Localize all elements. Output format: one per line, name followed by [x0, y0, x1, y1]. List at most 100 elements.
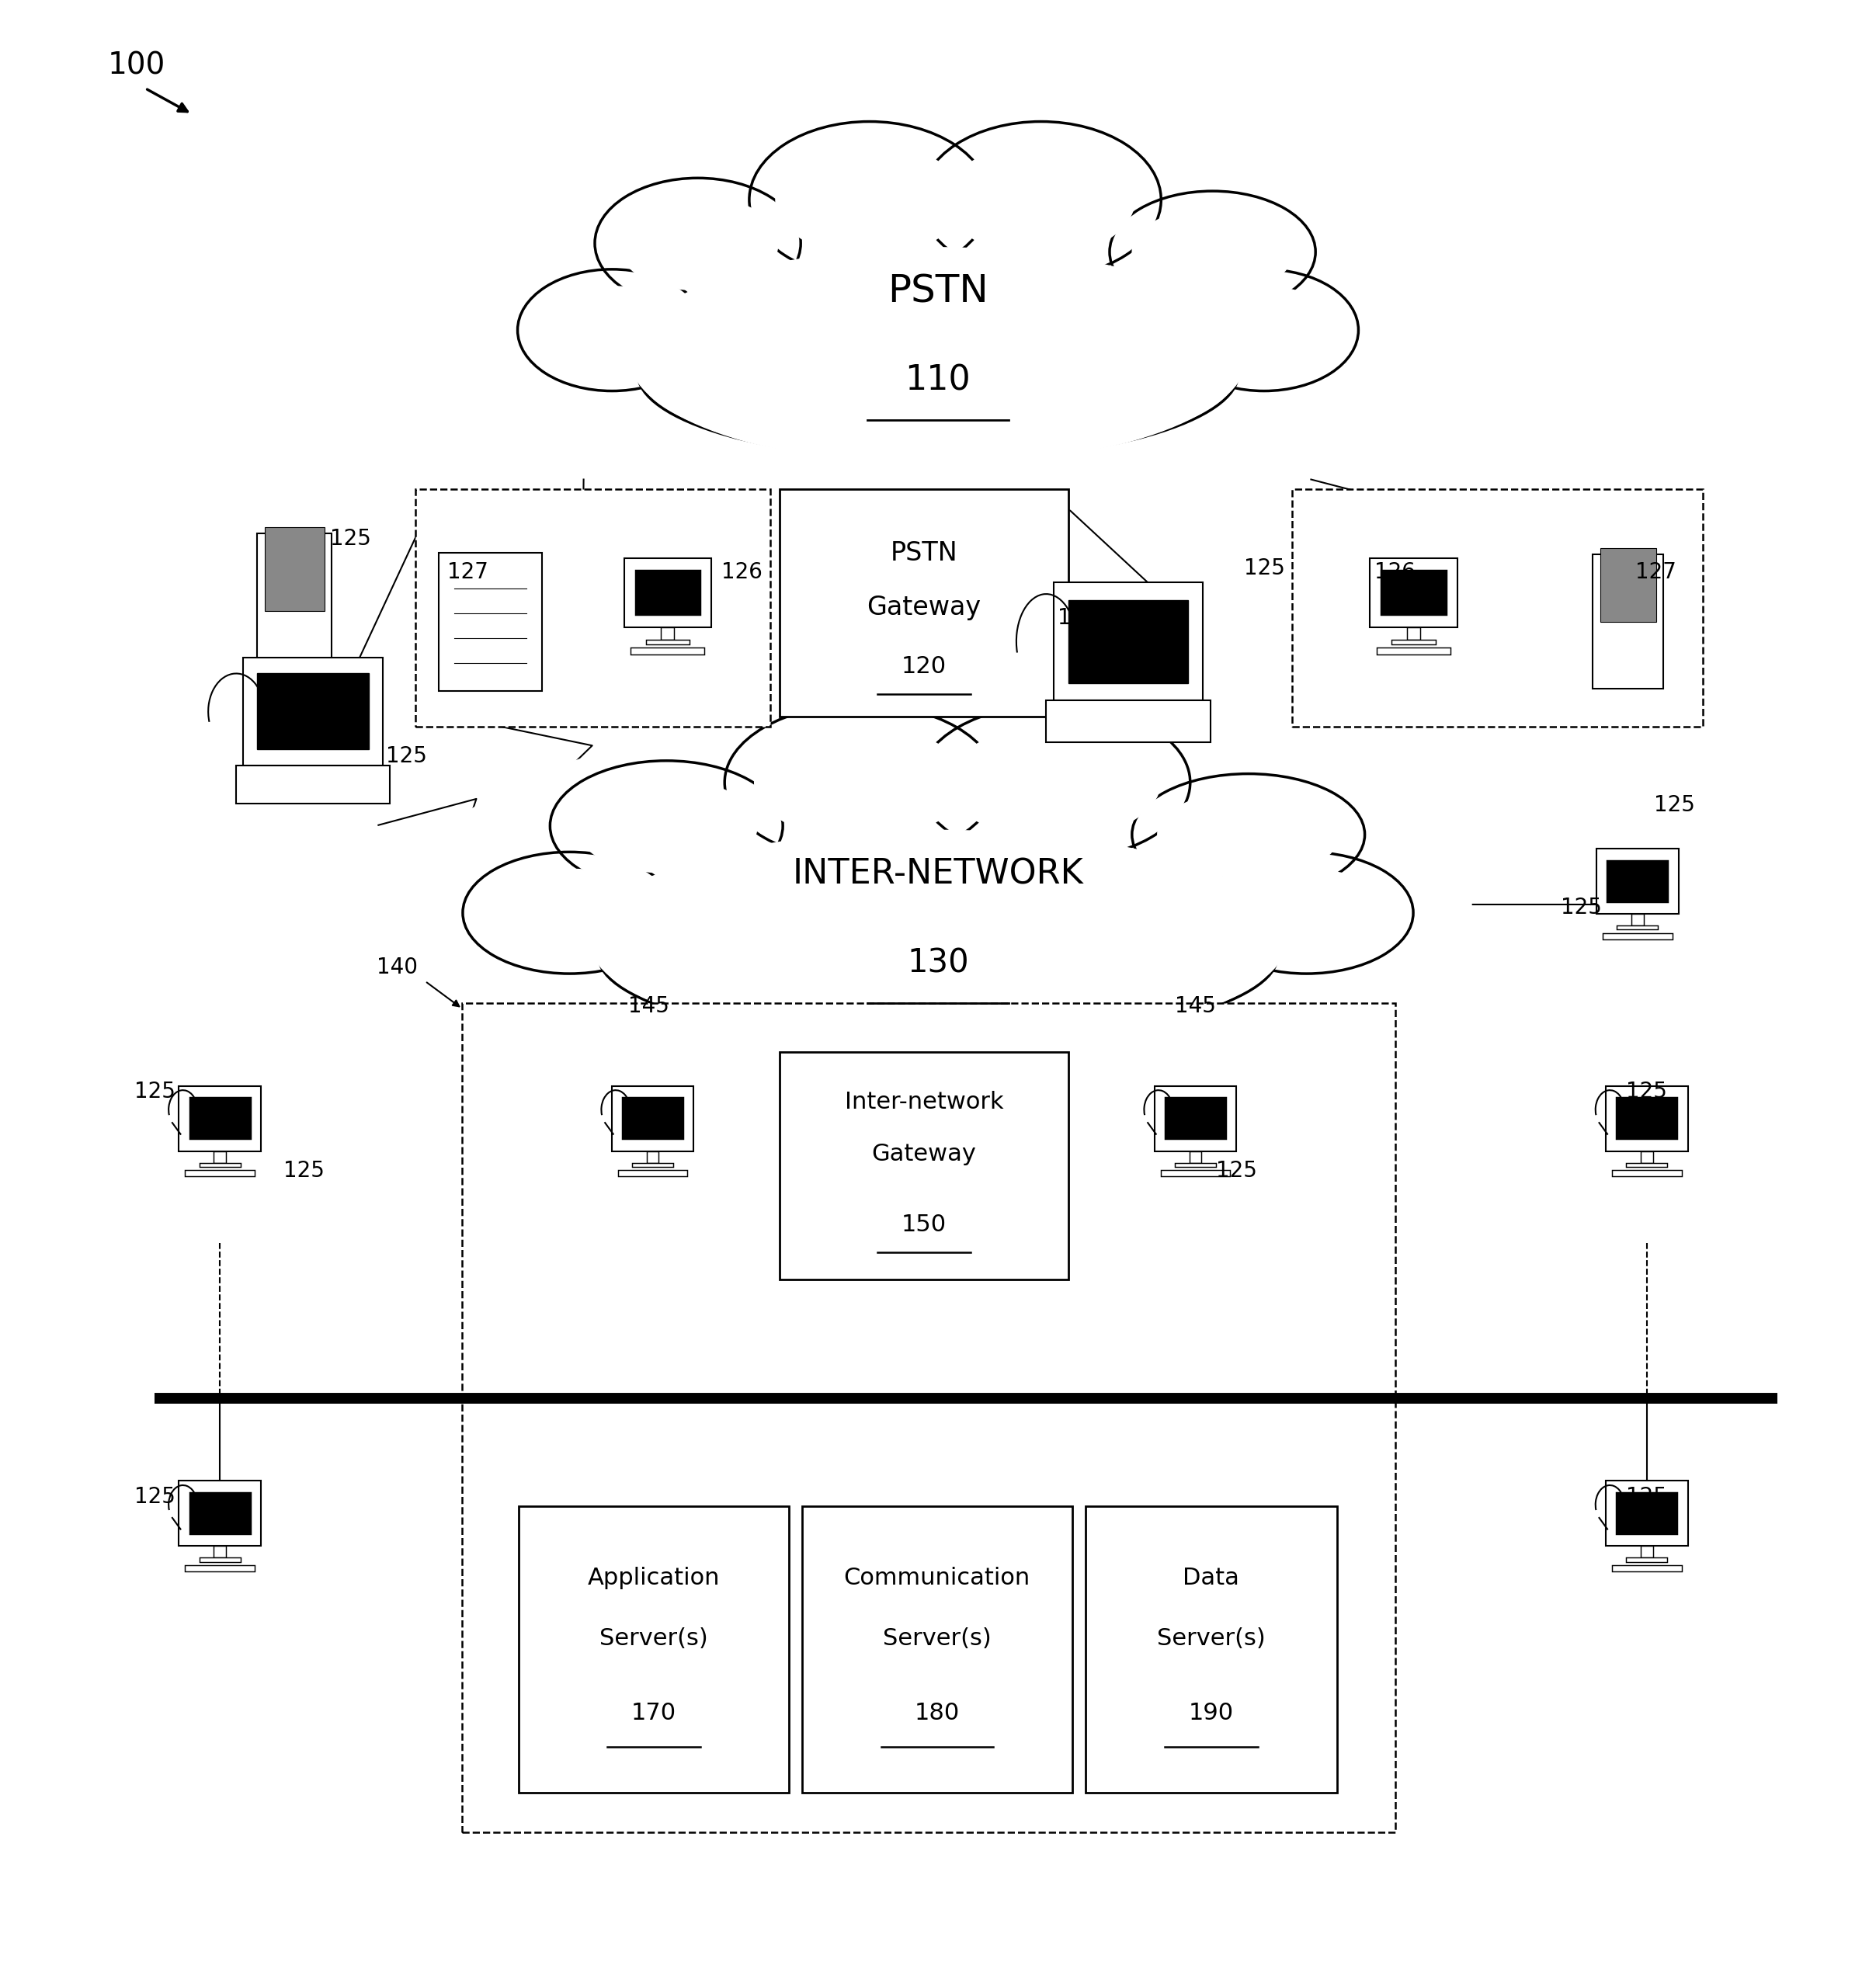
Bar — [1369, 558, 1458, 628]
Bar — [1606, 860, 1668, 902]
Ellipse shape — [589, 830, 1287, 1047]
Ellipse shape — [673, 894, 1203, 1019]
Ellipse shape — [576, 779, 758, 872]
Text: Server(s): Server(s) — [598, 1627, 707, 1650]
Ellipse shape — [463, 852, 675, 973]
Ellipse shape — [724, 705, 996, 860]
Text: 126: 126 — [1375, 562, 1416, 582]
Bar — [632, 1162, 673, 1166]
Text: Communication: Communication — [844, 1567, 1030, 1589]
Ellipse shape — [405, 709, 1471, 1100]
Ellipse shape — [919, 705, 1189, 860]
FancyBboxPatch shape — [265, 528, 325, 612]
Ellipse shape — [1201, 852, 1413, 973]
Text: 110: 110 — [904, 363, 972, 397]
Bar — [199, 1162, 240, 1166]
Text: 190: 190 — [1189, 1702, 1234, 1724]
Ellipse shape — [947, 143, 1135, 256]
Bar — [1392, 639, 1435, 643]
Bar — [1054, 582, 1203, 701]
Ellipse shape — [754, 727, 966, 838]
Bar — [189, 1096, 251, 1140]
Text: 127: 127 — [1636, 562, 1677, 582]
Bar — [630, 647, 705, 655]
Bar — [186, 1565, 255, 1571]
Bar — [1611, 1170, 1681, 1176]
Ellipse shape — [1109, 191, 1315, 312]
FancyBboxPatch shape — [439, 552, 542, 691]
Ellipse shape — [1131, 775, 1364, 896]
FancyBboxPatch shape — [461, 1003, 1396, 1833]
Text: 125: 125 — [1655, 794, 1696, 816]
Text: 140: 140 — [377, 955, 418, 977]
Ellipse shape — [749, 121, 989, 278]
Bar — [1642, 1152, 1653, 1162]
Bar — [1617, 925, 1658, 929]
Bar — [214, 1545, 225, 1557]
Ellipse shape — [617, 197, 779, 290]
Bar — [1165, 1096, 1227, 1140]
Bar — [1161, 1170, 1231, 1176]
Ellipse shape — [1133, 209, 1293, 296]
Text: 125: 125 — [1244, 558, 1285, 580]
Text: 126: 126 — [722, 562, 764, 582]
Ellipse shape — [550, 761, 782, 892]
Ellipse shape — [1169, 270, 1358, 391]
Ellipse shape — [775, 143, 962, 256]
Text: 180: 180 — [914, 1702, 961, 1724]
Bar — [1642, 1545, 1653, 1557]
Bar — [1626, 1162, 1668, 1166]
Text: Gateway: Gateway — [872, 1144, 976, 1166]
FancyBboxPatch shape — [801, 1507, 1073, 1793]
Bar — [1606, 1086, 1688, 1152]
FancyBboxPatch shape — [518, 1507, 788, 1793]
Bar — [660, 628, 673, 639]
Bar — [634, 570, 700, 616]
Ellipse shape — [949, 727, 1159, 838]
Ellipse shape — [1191, 286, 1338, 373]
Bar — [189, 1491, 251, 1535]
Ellipse shape — [518, 270, 707, 391]
Ellipse shape — [1157, 790, 1339, 878]
Bar — [1377, 647, 1450, 655]
Bar — [186, 1170, 255, 1176]
Bar — [244, 657, 383, 767]
Bar — [1174, 1162, 1216, 1166]
Bar — [1615, 1491, 1677, 1535]
Bar — [617, 1170, 687, 1176]
Bar — [625, 558, 711, 628]
Ellipse shape — [465, 125, 1411, 516]
Text: 125: 125 — [1058, 608, 1099, 630]
Bar — [1615, 1096, 1677, 1140]
Text: 145: 145 — [628, 995, 670, 1017]
Ellipse shape — [538, 286, 685, 373]
Bar — [236, 767, 390, 804]
Text: 125: 125 — [283, 1160, 325, 1182]
Bar — [1602, 933, 1672, 939]
Text: 127: 127 — [448, 562, 488, 582]
Bar — [1154, 1086, 1236, 1152]
Ellipse shape — [598, 870, 1278, 1043]
Ellipse shape — [638, 286, 1238, 461]
Text: 145: 145 — [1174, 995, 1216, 1017]
Text: Inter-network: Inter-network — [844, 1090, 1004, 1114]
Text: 120: 120 — [902, 655, 947, 677]
Text: 125: 125 — [1626, 1080, 1668, 1102]
Text: PSTN: PSTN — [887, 274, 989, 310]
Text: 125: 125 — [1216, 1160, 1257, 1182]
Bar — [178, 1482, 261, 1545]
Ellipse shape — [595, 179, 801, 308]
Text: 100: 100 — [109, 52, 165, 81]
Bar — [1069, 600, 1188, 683]
Bar — [1606, 1482, 1688, 1545]
FancyBboxPatch shape — [1593, 554, 1664, 689]
Bar — [1381, 570, 1446, 616]
Text: Server(s): Server(s) — [1157, 1627, 1266, 1650]
Bar — [645, 639, 688, 643]
FancyBboxPatch shape — [1293, 489, 1703, 727]
Text: Gateway: Gateway — [867, 594, 981, 620]
FancyBboxPatch shape — [1600, 548, 1657, 622]
Bar — [1596, 848, 1679, 914]
Bar — [214, 1152, 225, 1162]
Text: Application: Application — [587, 1567, 720, 1589]
